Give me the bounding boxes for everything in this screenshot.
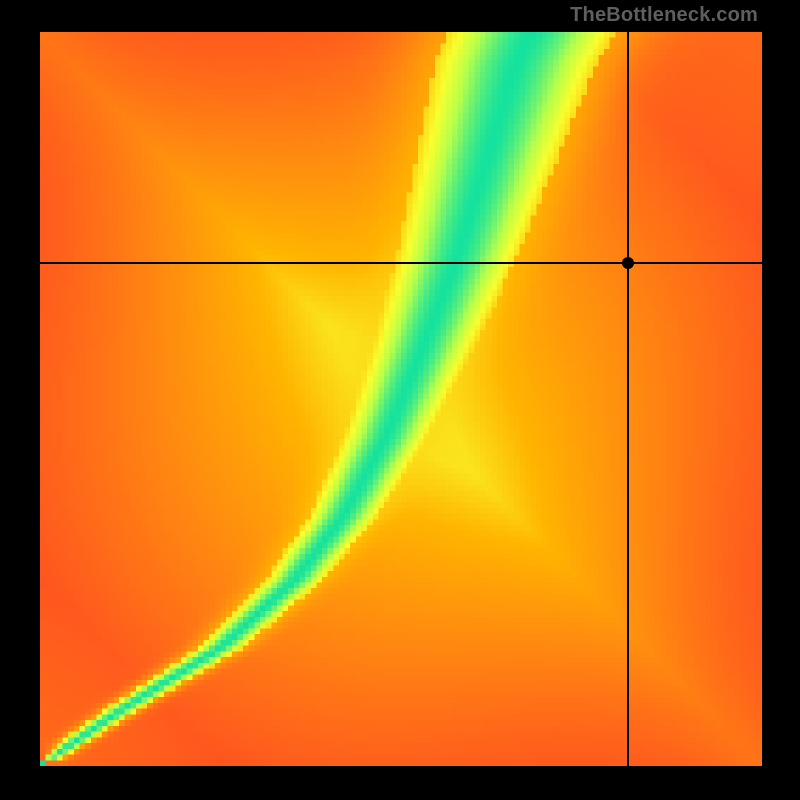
crosshair-vertical <box>627 32 629 766</box>
crosshair-horizontal <box>40 262 762 264</box>
attribution-text: TheBottleneck.com <box>570 4 758 27</box>
crosshair-marker <box>622 257 634 269</box>
heatmap-plot <box>40 32 762 766</box>
heatmap-canvas <box>40 32 762 766</box>
